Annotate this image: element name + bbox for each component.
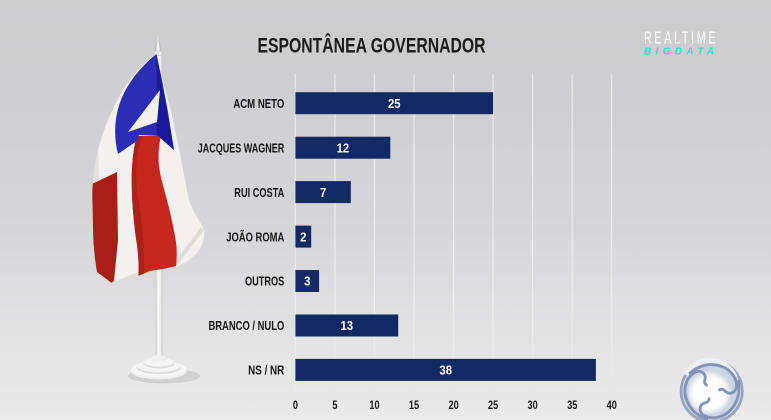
- svg-text:JACQUES WAGNER: JACQUES WAGNER: [198, 142, 285, 156]
- svg-text:25: 25: [388, 96, 401, 111]
- svg-text:RUI COSTA: RUI COSTA: [234, 186, 284, 200]
- svg-text:NS / NR: NS / NR: [248, 364, 285, 377]
- svg-text:ACM NETO: ACM NETO: [233, 98, 284, 112]
- svg-text:40: 40: [607, 399, 617, 412]
- svg-text:20: 20: [448, 399, 458, 412]
- svg-text:12: 12: [337, 141, 350, 156]
- svg-text:ESPONTÂNEA GOVERNADOR: ESPONTÂNEA GOVERNADOR: [257, 33, 485, 57]
- svg-text:25: 25: [488, 399, 498, 412]
- svg-text:2: 2: [300, 230, 307, 245]
- svg-text:35: 35: [567, 399, 577, 412]
- svg-text:OUTROS: OUTROS: [245, 275, 285, 289]
- svg-text:30: 30: [527, 399, 537, 412]
- svg-text:3: 3: [304, 274, 311, 289]
- svg-text:JOÃO ROMA: JOÃO ROMA: [226, 230, 284, 245]
- svg-text:BIGDATA: BIGDATA: [644, 47, 718, 58]
- svg-text:38: 38: [439, 363, 452, 378]
- svg-text:5: 5: [332, 399, 337, 412]
- svg-text:0: 0: [293, 399, 298, 412]
- svg-text:7: 7: [320, 185, 327, 200]
- svg-text:REALTIME: REALTIME: [644, 29, 718, 48]
- svg-text:10: 10: [369, 399, 379, 412]
- svg-text:13: 13: [340, 319, 353, 334]
- svg-text:BRANCO / NULO: BRANCO / NULO: [208, 320, 284, 334]
- svg-text:15: 15: [409, 399, 419, 412]
